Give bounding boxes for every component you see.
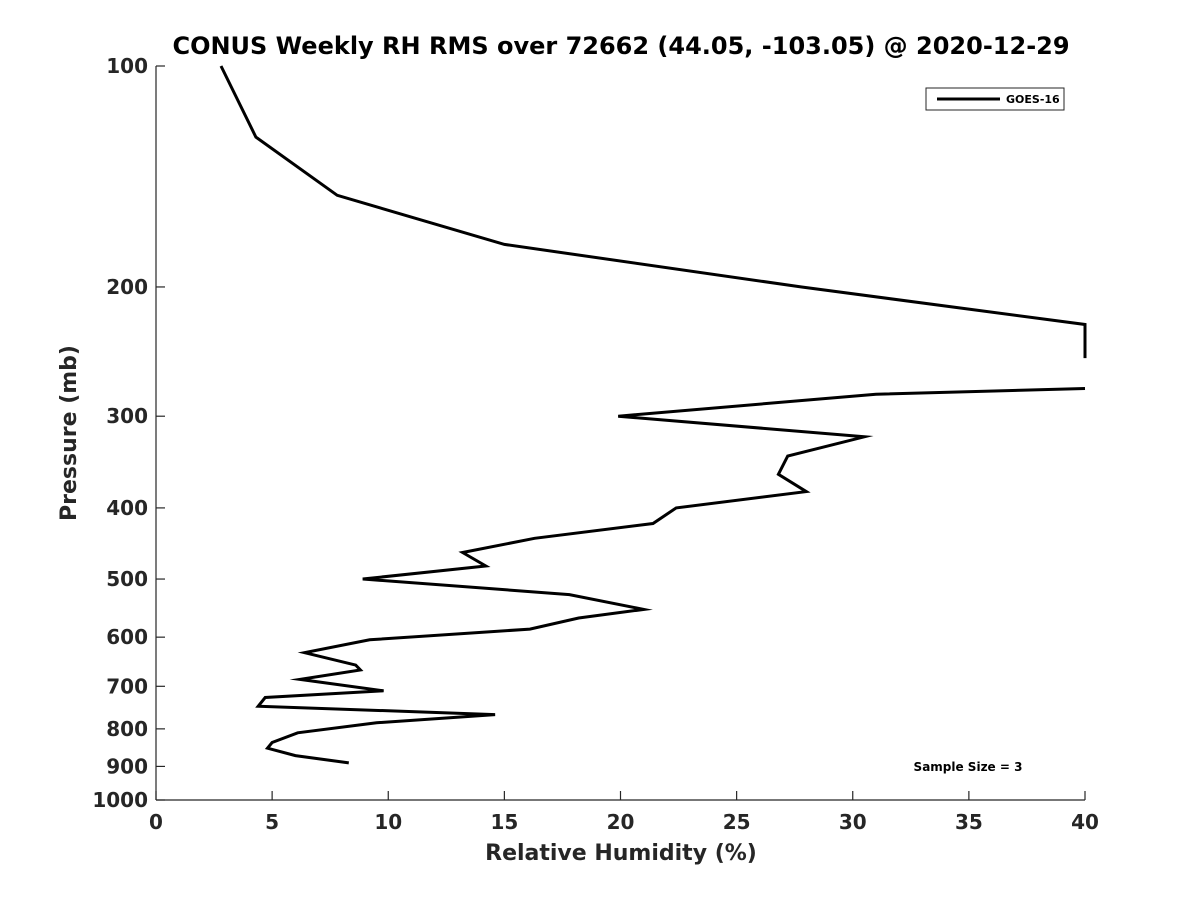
legend: GOES-16 — [925, 87, 1065, 111]
y-ticks: 100 200 300 400 500 600 700 800 900 1000 — [92, 54, 165, 812]
y-tick-label: 600 — [106, 625, 148, 649]
x-tick-label: 35 — [955, 810, 983, 834]
x-tick-label: 20 — [607, 810, 635, 834]
series-line-goes-16-segment-1 — [219, 65, 1087, 359]
x-ticks: 0 5 10 15 20 25 30 35 40 — [149, 791, 1099, 834]
x-tick-label: 30 — [839, 810, 867, 834]
y-tick-label: 300 — [106, 404, 148, 428]
x-tick-label: 5 — [265, 810, 279, 834]
x-tick-label: 10 — [374, 810, 402, 834]
y-tick-label: 100 — [106, 54, 148, 78]
chart-title: CONUS Weekly RH RMS over 72662 (44.05, -… — [172, 32, 1069, 60]
y-tick-label: 800 — [106, 717, 148, 741]
x-tick-label: 0 — [149, 810, 163, 834]
y-tick-label: 1000 — [92, 788, 148, 812]
x-tick-label: 40 — [1071, 810, 1099, 834]
y-tick-label: 500 — [106, 567, 148, 591]
y-tick-label: 700 — [106, 674, 148, 698]
y-axis-label: Pressure (mb) — [57, 345, 82, 521]
x-axis-label: Relative Humidity (%) — [485, 841, 757, 866]
y-tick-label: 900 — [106, 754, 148, 778]
series-line-goes-16-segment-2 — [255, 387, 1086, 765]
series-layer — [219, 65, 1087, 765]
x-tick-label: 15 — [490, 810, 518, 834]
y-tick-label: 200 — [106, 275, 148, 299]
y-tick-label: 400 — [106, 496, 148, 520]
x-tick-label: 25 — [723, 810, 751, 834]
sample-size-annotation: Sample Size = 3 — [914, 760, 1023, 774]
legend-label-goes-16: GOES-16 — [1006, 93, 1060, 106]
